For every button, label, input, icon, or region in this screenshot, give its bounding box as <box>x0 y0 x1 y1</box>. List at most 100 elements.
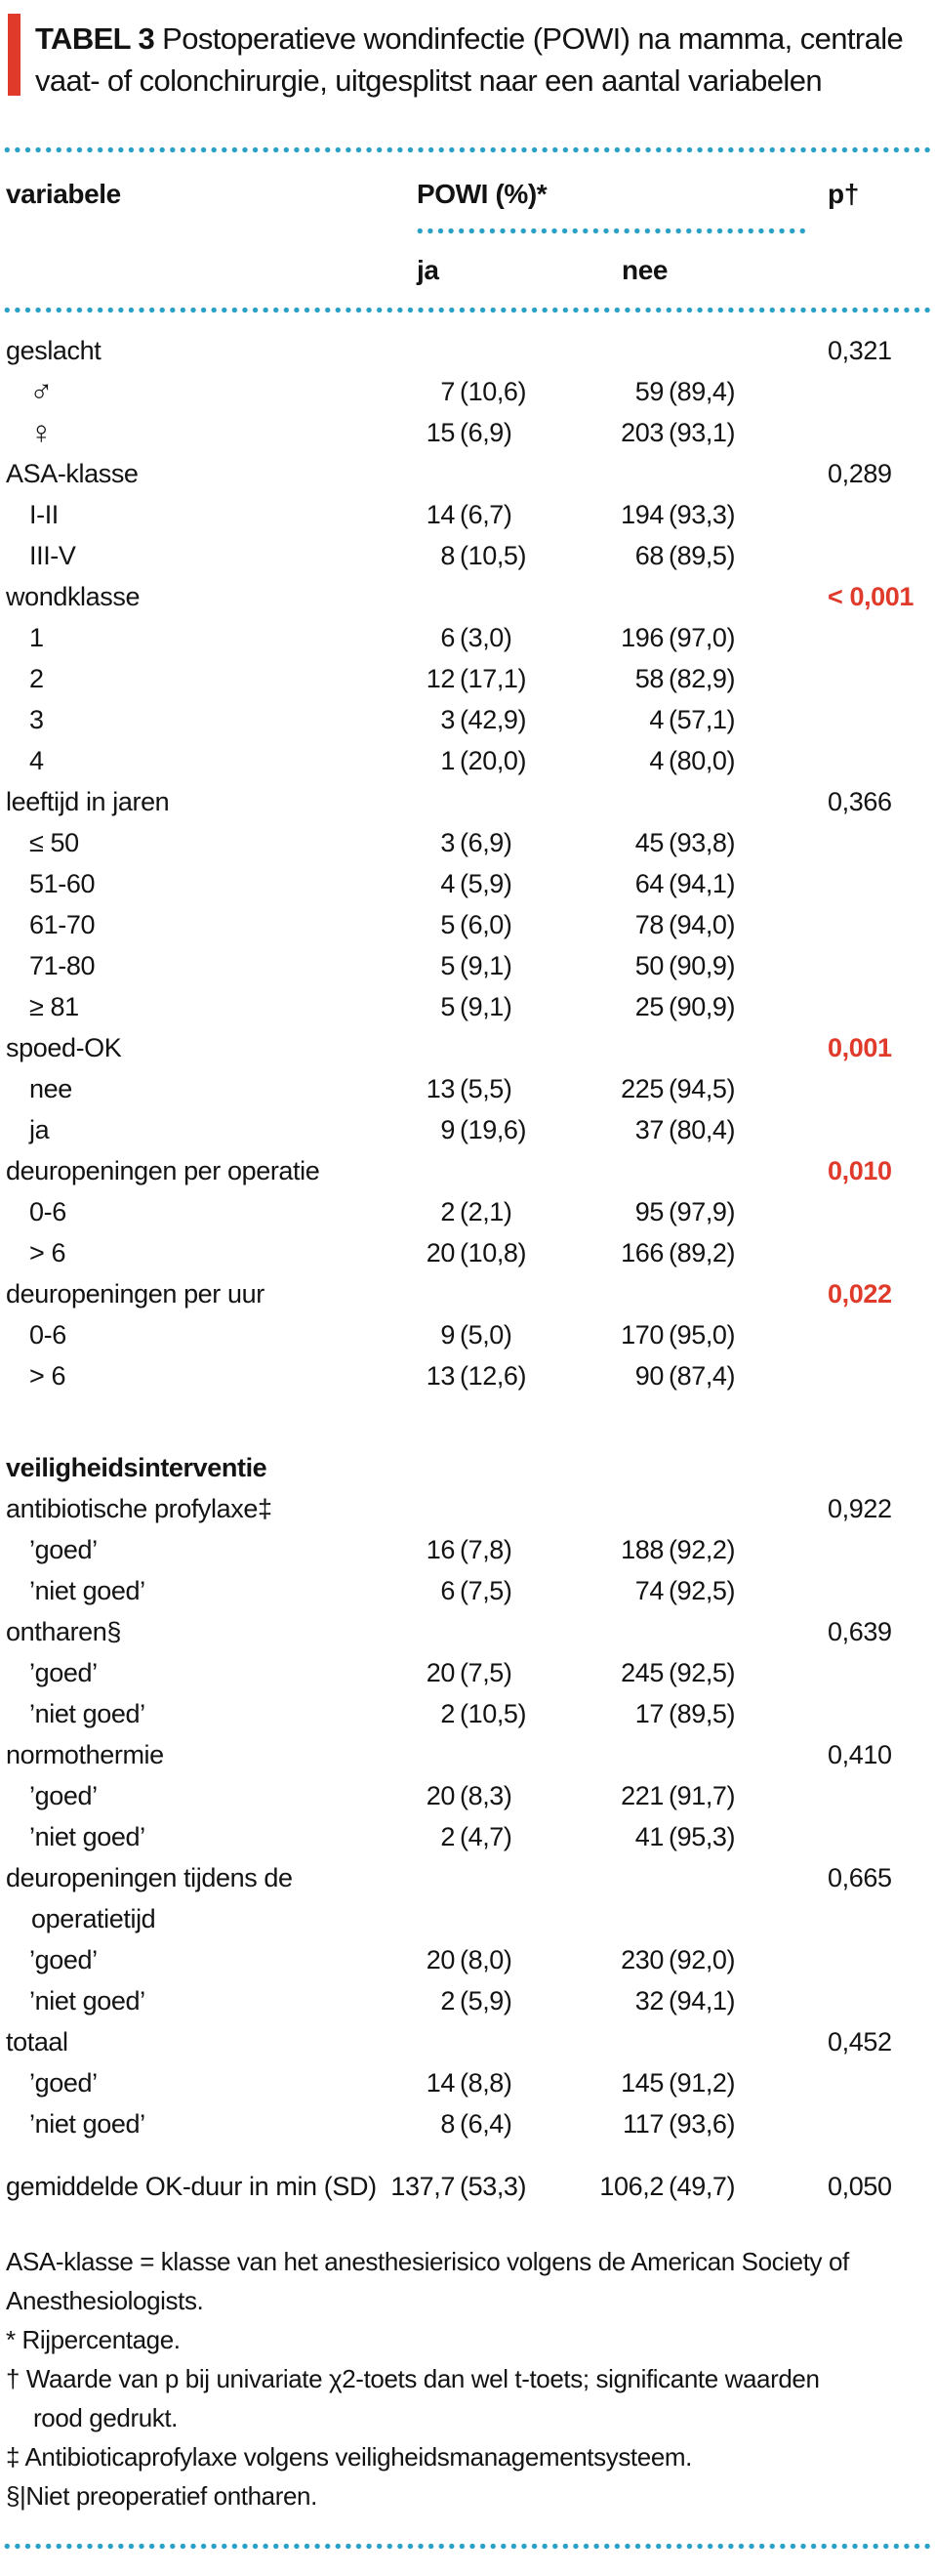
cell-ja-count: 20 <box>426 1945 456 1974</box>
cell-nee: 245 (92,5) <box>547 1652 735 1693</box>
cell-nee-count: 50 <box>634 951 665 980</box>
cell-nee-percent: (82,9) <box>669 664 736 693</box>
cell-ja: 2 (2,1) <box>371 1191 512 1232</box>
cell-ja-percent: (20,0) <box>460 746 527 775</box>
cell-p-value: 0,922 <box>828 1494 892 1523</box>
cell-ja: 7 (10,6) <box>371 371 526 412</box>
row-label: ’niet goed’ <box>29 1986 145 2015</box>
cell-nee-count: 17 <box>634 1699 665 1728</box>
cell-nee-percent: (57,1) <box>669 705 736 734</box>
table-row: 0-6 9 (5,0) 170 (95,0) <box>0 1314 935 1355</box>
table-row: leeftijd in jaren 0,366 <box>0 781 935 822</box>
row-label: 0-6 <box>29 1197 66 1226</box>
cell-ja-count: 12 <box>426 664 456 693</box>
row-label: 4 <box>29 746 44 775</box>
cell-ja-percent: (2,1) <box>460 1197 512 1226</box>
cell-nee-percent: (89,2) <box>669 1238 736 1267</box>
cell-ja: 20 (7,5) <box>371 1652 512 1693</box>
cell-ja-percent: (8,3) <box>460 1781 512 1810</box>
table-row: wondklasse < 0,001 <box>0 576 935 617</box>
row-label: wondklasse <box>6 582 141 611</box>
table-row: normothermie 0,410 <box>0 1734 935 1775</box>
table-title: TABEL 3 Postoperatieve wondinfectie (POW… <box>35 18 904 102</box>
cell-nee-percent: (91,2) <box>669 2068 736 2098</box>
row-label: I-II <box>29 500 59 529</box>
cell-ja-percent: (6,0) <box>460 910 512 939</box>
cell-ja-count: 20 <box>426 1238 456 1267</box>
cell-ja: 14 (6,7) <box>371 494 512 535</box>
table-row: 51-60 4 (5,9) 64 (94,1) <box>0 863 935 904</box>
cell-ja-percent: (42,9) <box>460 705 527 734</box>
cell-ja-percent: (7,8) <box>460 1535 512 1564</box>
row-label: ♂ <box>29 373 54 409</box>
cell-ja-count: 20 <box>426 1658 456 1687</box>
cell-ja-count: 2 <box>440 1197 455 1226</box>
row-label: gemiddelde OK-duur in min (SD) <box>6 2172 377 2201</box>
table-row: geslacht 0,321 <box>0 330 935 371</box>
cell-nee-percent: (91,7) <box>669 1781 736 1810</box>
cell-nee-count: 188 <box>621 1535 664 1564</box>
cell-p-value: 0,289 <box>828 459 892 488</box>
table-row: 0-6 2 (2,1) 95 (97,9) <box>0 1191 935 1232</box>
column-header-p: p† <box>828 179 859 209</box>
row-label: ’niet goed’ <box>29 1699 145 1728</box>
cell-nee-count: 230 <box>621 1945 664 1974</box>
cell-nee-count: 4 <box>649 705 664 734</box>
cell-nee: 58 (82,9) <box>547 658 736 699</box>
cell-nee-percent: (80,4) <box>669 1115 736 1144</box>
cell-ja-count: 3 <box>440 705 455 734</box>
row-label: ’goed’ <box>29 1945 98 1974</box>
table-row: 3 3 (42,9) 4 (57,1) <box>0 699 935 740</box>
cell-nee-count: 194 <box>621 500 664 529</box>
cell-ja: 5 (9,1) <box>371 986 512 1027</box>
table-row: veiligheidsinterventie <box>0 1447 935 1488</box>
cell-ja: 13 (5,5) <box>371 1068 512 1109</box>
cell-nee: 95 (97,9) <box>547 1191 736 1232</box>
cell-nee: 230 (92,0) <box>547 1939 735 1980</box>
table-row: > 6 13 (12,6) 90 (87,4) <box>0 1355 935 1396</box>
cell-nee-percent: (95,3) <box>669 1822 736 1851</box>
cell-ja-percent: (17,1) <box>460 664 527 693</box>
cell-nee-percent: (95,0) <box>669 1320 736 1350</box>
cell-nee-count: 37 <box>634 1115 665 1144</box>
cell-nee: 68 (89,5) <box>547 535 736 576</box>
cell-nee-count: 45 <box>634 828 665 857</box>
table-row: > 6 20 (10,8) 166 (89,2) <box>0 1232 935 1273</box>
cell-nee: 145 (91,2) <box>547 2062 735 2103</box>
cell-ja-count: 16 <box>426 1535 456 1564</box>
cell-ja-percent: (6,9) <box>460 828 512 857</box>
cell-p-value: 0,001 <box>828 1033 892 1062</box>
footnote-line: ‡ Antibioticaprofylaxe volgens veilighei… <box>6 2442 692 2472</box>
table-row: ’niet goed’ 6 (7,5) 74 (92,5) <box>0 1570 935 1611</box>
cell-ja: 2 (5,9) <box>371 1980 512 2021</box>
row-label: ASA-klasse <box>6 459 139 488</box>
cell-p-value: 0,050 <box>828 2172 892 2201</box>
cell-ja-count: 3 <box>440 828 455 857</box>
table-row: spoed-OK 0,001 <box>0 1027 935 1068</box>
cell-p-value: 0,321 <box>828 336 892 365</box>
cell-p-value: 0,366 <box>828 787 892 816</box>
table-row: ≤ 50 3 (6,9) 45 (93,8) <box>0 822 935 863</box>
cell-ja-count: 2 <box>440 1699 455 1728</box>
cell-ja: 8 (6,4) <box>371 2103 512 2144</box>
footnote-line: Anesthesiologists. <box>6 2286 204 2315</box>
table-row: nee 13 (5,5) 225 (94,5) <box>0 1068 935 1109</box>
cell-p-value: 0,452 <box>828 2027 892 2057</box>
cell-nee-count: 25 <box>634 992 665 1021</box>
cell-nee: 59 (89,4) <box>547 371 736 412</box>
cell-nee-count: 78 <box>634 910 665 939</box>
cell-nee: 90 (87,4) <box>547 1355 736 1396</box>
cell-nee: 166 (89,2) <box>547 1232 735 1273</box>
cell-nee-percent: (90,9) <box>669 951 736 980</box>
cell-ja: 20 (10,8) <box>371 1232 527 1273</box>
cell-ja-percent: (8,0) <box>460 1945 512 1974</box>
cell-nee: 221 (91,7) <box>547 1775 735 1816</box>
cell-p-value: 0,410 <box>828 1740 892 1769</box>
cell-ja-count: 6 <box>440 623 455 652</box>
row-label: ♀ <box>29 414 54 450</box>
row-label: 1 <box>29 623 44 652</box>
cell-ja-count: 2 <box>440 1986 455 2015</box>
table-title-text-1: Postoperatieve wondinfectie (POWI) na ma… <box>162 21 904 56</box>
table-row: ASA-klasse 0,289 <box>0 453 935 494</box>
